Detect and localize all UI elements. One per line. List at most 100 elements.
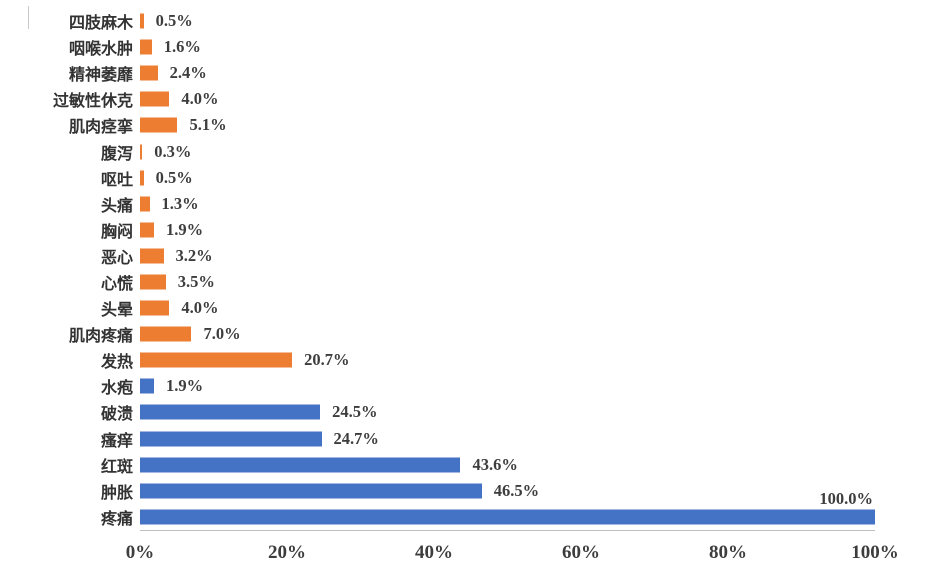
bar bbox=[140, 378, 154, 394]
bar bbox=[140, 509, 875, 525]
bar-track: 0.5% bbox=[140, 8, 875, 34]
value-label: 4.0% bbox=[181, 297, 219, 317]
category-label: 恶心 bbox=[100, 249, 133, 267]
bar-track: 2.4% bbox=[140, 60, 875, 86]
category-label: 肿胀 bbox=[100, 484, 133, 502]
bar bbox=[140, 404, 321, 420]
chart-row: 瘙痒 24.7% bbox=[0, 426, 875, 452]
bar-track: 46.5% bbox=[140, 478, 875, 504]
bar-track: 0.5% bbox=[140, 165, 875, 191]
category-label: 心慌 bbox=[100, 275, 133, 293]
chart-row: 红斑 43.6% bbox=[0, 452, 875, 478]
category-label: 红斑 bbox=[100, 458, 133, 476]
category-label: 四肢麻木 bbox=[68, 15, 133, 33]
value-label: 24.5% bbox=[332, 402, 378, 422]
bar bbox=[140, 274, 166, 290]
value-label: 1.9% bbox=[165, 376, 204, 396]
value-label: 2.4% bbox=[169, 62, 207, 82]
bar-track: 24.5% bbox=[140, 399, 875, 425]
bar bbox=[140, 483, 482, 499]
value-label: 43.6% bbox=[472, 454, 518, 474]
bar bbox=[140, 144, 143, 160]
bar bbox=[140, 300, 170, 316]
value-label: 0.5% bbox=[155, 167, 193, 187]
bar-track: 43.6% bbox=[140, 452, 875, 478]
chart-row: 胸闷 1.9% bbox=[0, 217, 875, 243]
bar bbox=[140, 117, 178, 133]
chart-row: 咽喉水肿 1.6% bbox=[0, 34, 875, 60]
category-label: 头晕 bbox=[100, 302, 133, 320]
chart-row: 肿胀 46.5% bbox=[0, 478, 875, 504]
category-label: 咽喉水肿 bbox=[68, 41, 133, 59]
bar-track: 20.7% bbox=[140, 347, 875, 373]
chart-row: 头晕 4.0% bbox=[0, 295, 875, 321]
value-label: 5.1% bbox=[189, 115, 227, 135]
bar bbox=[140, 326, 192, 342]
bar bbox=[140, 431, 322, 447]
category-label: 呕吐 bbox=[100, 171, 133, 189]
category-label: 水疱 bbox=[100, 380, 133, 398]
chart-row: 过敏性休克 4.0% bbox=[0, 86, 875, 112]
bar bbox=[140, 457, 461, 473]
chart-row: 肌肉痉挛 5.1% bbox=[0, 112, 875, 138]
category-label: 肌肉痉挛 bbox=[68, 119, 133, 137]
bar bbox=[140, 13, 144, 29]
chart-row: 腹泻 0.3% bbox=[0, 138, 875, 164]
bar-track: 1.9% bbox=[140, 217, 875, 243]
bar-track: 5.1% bbox=[140, 112, 875, 138]
value-label: 1.3% bbox=[161, 193, 199, 213]
bar-track: 4.0% bbox=[140, 295, 875, 321]
value-label: 100.0% bbox=[819, 489, 873, 509]
bar-track: 3.5% bbox=[140, 269, 875, 295]
chart-row: 破溃 24.5% bbox=[0, 399, 875, 425]
x-axis-tick-label: 0% bbox=[125, 542, 155, 563]
value-label: 0.5% bbox=[155, 10, 193, 30]
bar-track: 3.2% bbox=[140, 243, 875, 269]
value-label: 3.5% bbox=[177, 271, 215, 291]
category-label: 头痛 bbox=[100, 197, 133, 215]
chart-row: 发热 20.7% bbox=[0, 347, 875, 373]
category-label: 发热 bbox=[100, 354, 133, 372]
category-label: 胸闷 bbox=[100, 223, 133, 241]
category-label: 肌肉疼痛 bbox=[68, 328, 133, 346]
value-label: 1.9% bbox=[165, 219, 204, 239]
bar bbox=[140, 91, 170, 107]
category-label: 瘙痒 bbox=[100, 432, 133, 450]
value-label: 1.6% bbox=[163, 36, 201, 56]
x-axis-tick-label: 100% bbox=[851, 542, 899, 563]
bar bbox=[140, 352, 293, 368]
value-label: 20.7% bbox=[304, 350, 350, 370]
bar bbox=[140, 170, 144, 186]
value-label: 7.0% bbox=[203, 323, 241, 343]
bar-track: 1.3% bbox=[140, 191, 875, 217]
bar-track: 1.6% bbox=[140, 34, 875, 60]
chart-row: 呕吐 0.5% bbox=[0, 165, 875, 191]
bar bbox=[140, 248, 164, 264]
x-axis-tick-label: 20% bbox=[268, 542, 306, 563]
chart-row: 水疱 1.9% bbox=[0, 373, 875, 399]
value-label: 4.0% bbox=[181, 89, 219, 109]
category-label: 过敏性休克 bbox=[52, 93, 133, 111]
x-axis-tick-label: 80% bbox=[709, 542, 747, 563]
bar bbox=[140, 39, 152, 55]
value-label: 46.5% bbox=[493, 480, 540, 500]
x-axis-tick-label: 60% bbox=[562, 542, 600, 563]
chart-rows: 四肢麻木 0.5% 咽喉水肿 1.6% 精神萎靡 2.4% 过敏性休克 4.0% 肌肉痉挛 5.1… bbox=[0, 8, 875, 530]
bar bbox=[140, 196, 150, 212]
bar bbox=[140, 65, 158, 81]
bar-track: 7.0% bbox=[140, 321, 875, 347]
value-label: 0.3% bbox=[154, 141, 192, 161]
x-axis-tick-label: 40% bbox=[415, 542, 453, 563]
bar-track: 0.3% bbox=[140, 138, 875, 164]
category-label: 疼痛 bbox=[100, 510, 133, 528]
bar-track: 1.9% bbox=[140, 373, 875, 399]
x-axis: 0% 20% 40% 60% 80% 100% bbox=[126, 530, 899, 587]
category-label: 腹泻 bbox=[100, 145, 133, 163]
chart-row: 心慌 3.5% bbox=[0, 269, 875, 295]
bar bbox=[140, 222, 154, 238]
bar-track: 100.0% bbox=[140, 491, 875, 530]
chart-row: 四肢麻木 0.5% bbox=[0, 8, 875, 34]
bar-track: 24.7% bbox=[140, 426, 875, 452]
y-axis-artifact-line bbox=[28, 6, 29, 29]
